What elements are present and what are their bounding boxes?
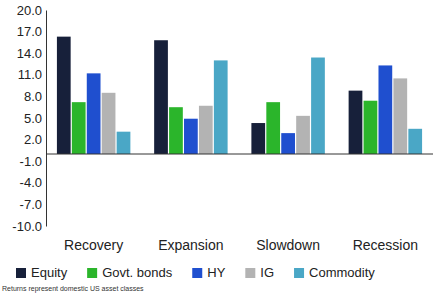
category-label: Expansion	[158, 237, 223, 253]
category-label: Recession	[353, 237, 418, 253]
legend-label: IG	[260, 265, 274, 280]
legend-swatch	[294, 268, 304, 278]
y-tick: 8.0	[24, 89, 46, 104]
y-tick: -10.0	[12, 219, 46, 234]
chart: -10.0 -7.0 -4.0 -1.0 2.0 5.0 8.0 11.0 14.0 17.0 20…	[0, 0, 438, 294]
y-tick-label: -10.0	[12, 219, 42, 234]
legend: Equity Govt. bonds HY IG Commodity	[16, 265, 375, 280]
bars	[57, 37, 422, 154]
bar	[184, 119, 198, 154]
x-axis: Recovery Expansion Slowdown Recession	[64, 237, 418, 253]
bar	[117, 132, 131, 154]
bar	[364, 101, 378, 154]
y-tick-label: 5.0	[24, 111, 42, 126]
y-axis-line	[46, 11, 47, 227]
y-tick: 20.0	[17, 3, 46, 18]
y-tick-label: 17.0	[17, 24, 42, 39]
legend-swatch	[245, 268, 255, 278]
bar	[408, 129, 422, 154]
y-tick: -7.0	[20, 197, 46, 212]
bar	[349, 91, 363, 154]
legend-swatch	[16, 268, 26, 278]
bar	[393, 78, 407, 154]
legend-label: Commodity	[309, 265, 375, 280]
y-axis: -10.0 -7.0 -4.0 -1.0 2.0 5.0 8.0 11.0 14.0 17.0 20…	[12, 3, 46, 234]
bar	[154, 40, 168, 154]
legend-swatch	[87, 268, 97, 278]
bar	[281, 133, 295, 154]
bar	[266, 102, 280, 154]
footnote: Returns represent domestic US asset clas…	[2, 285, 144, 293]
y-tick-label: -1.0	[20, 154, 42, 169]
legend-swatch	[192, 268, 202, 278]
bar	[87, 73, 101, 154]
y-tick: 17.0	[17, 24, 46, 39]
category-label: Slowdown	[256, 237, 320, 253]
bar	[199, 106, 213, 154]
bar	[378, 65, 392, 154]
y-tick: -4.0	[20, 175, 46, 190]
y-tick-label: -7.0	[20, 197, 42, 212]
category-label: Recovery	[64, 237, 123, 253]
baseline	[46, 154, 433, 155]
y-tick: 2.0	[24, 132, 46, 147]
bar	[251, 123, 265, 154]
bar	[311, 58, 325, 154]
bar	[169, 107, 183, 154]
y-tick-label: 14.0	[17, 46, 42, 61]
y-tick: 5.0	[24, 111, 46, 126]
y-tick: 14.0	[17, 46, 46, 61]
bar	[72, 102, 86, 154]
bar	[57, 37, 71, 154]
y-tick-label: 20.0	[17, 3, 42, 18]
y-tick-label: 11.0	[18, 67, 42, 82]
y-tick-label: 2.0	[24, 132, 42, 147]
y-tick-label: 8.0	[24, 89, 42, 104]
bar	[214, 60, 228, 154]
legend-label: Equity	[31, 265, 68, 280]
bar	[296, 116, 310, 154]
y-tick-label: -4.0	[20, 175, 42, 190]
y-tick: 11.0	[18, 67, 46, 82]
legend-label: Govt. bonds	[102, 265, 173, 280]
legend-label: HY	[207, 265, 225, 280]
y-tick: -1.0	[20, 154, 46, 169]
bar	[102, 93, 116, 154]
